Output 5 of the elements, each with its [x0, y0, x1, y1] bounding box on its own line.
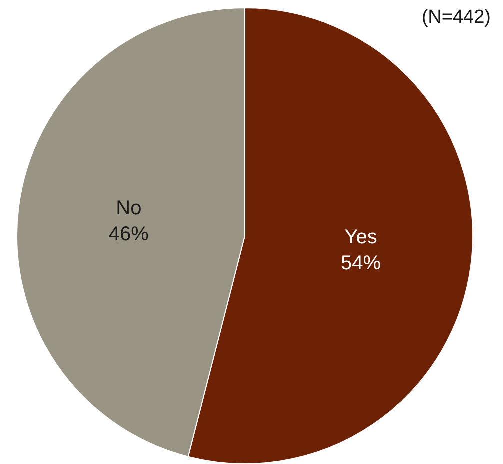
data-label: 46% — [108, 223, 150, 246]
slice-label: No — [116, 197, 142, 220]
data-label: 54% — [341, 252, 382, 275]
text: (N=442) — [422, 7, 491, 28]
slice-label: Yes — [344, 226, 378, 249]
